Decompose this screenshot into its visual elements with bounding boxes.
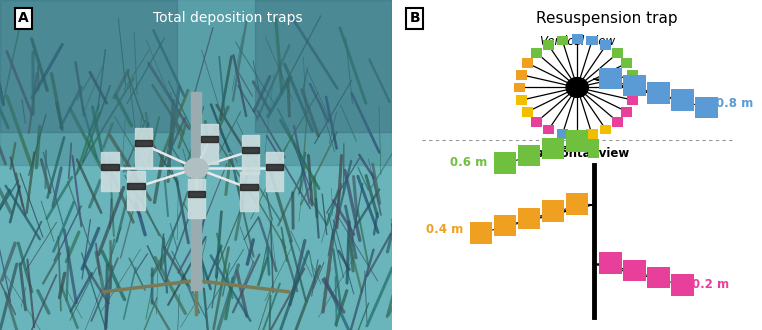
FancyBboxPatch shape	[600, 40, 611, 50]
FancyBboxPatch shape	[587, 36, 597, 46]
FancyBboxPatch shape	[600, 68, 622, 89]
Bar	[101, 164, 119, 170]
FancyBboxPatch shape	[543, 125, 554, 135]
FancyBboxPatch shape	[627, 70, 638, 80]
FancyBboxPatch shape	[648, 82, 670, 104]
FancyBboxPatch shape	[522, 107, 533, 117]
Bar	[240, 172, 258, 211]
FancyBboxPatch shape	[623, 260, 645, 281]
Text: Horizontal view: Horizontal view	[526, 147, 629, 160]
Bar	[0, 0, 392, 165]
FancyBboxPatch shape	[543, 40, 554, 50]
FancyBboxPatch shape	[557, 129, 568, 139]
FancyBboxPatch shape	[517, 70, 527, 80]
FancyBboxPatch shape	[542, 200, 565, 222]
FancyBboxPatch shape	[572, 131, 583, 141]
FancyBboxPatch shape	[629, 82, 640, 92]
FancyBboxPatch shape	[531, 117, 543, 127]
FancyBboxPatch shape	[671, 274, 693, 296]
Text: 0.2 m: 0.2 m	[692, 278, 728, 291]
Bar	[187, 179, 205, 218]
FancyBboxPatch shape	[518, 208, 540, 229]
Bar	[101, 152, 119, 191]
FancyBboxPatch shape	[623, 75, 645, 96]
Bar	[240, 184, 258, 190]
Bar	[135, 128, 152, 168]
Text: A: A	[18, 11, 29, 25]
Text: Vertical view: Vertical view	[539, 35, 615, 48]
Bar	[191, 92, 201, 290]
FancyBboxPatch shape	[696, 97, 718, 118]
Text: 0.4 m: 0.4 m	[425, 222, 463, 236]
Bar	[255, 0, 392, 132]
FancyBboxPatch shape	[600, 125, 611, 135]
Bar	[200, 124, 218, 164]
FancyBboxPatch shape	[588, 139, 600, 158]
Bar	[135, 140, 152, 146]
FancyBboxPatch shape	[542, 138, 565, 159]
Text: B: B	[409, 11, 420, 25]
Text: 0.6 m: 0.6 m	[450, 156, 487, 169]
FancyBboxPatch shape	[517, 95, 527, 105]
Bar	[242, 147, 259, 153]
Circle shape	[184, 158, 208, 178]
FancyBboxPatch shape	[494, 215, 516, 236]
FancyBboxPatch shape	[621, 107, 632, 117]
FancyBboxPatch shape	[621, 58, 632, 68]
FancyBboxPatch shape	[531, 48, 543, 58]
Text: Resuspension trap: Resuspension trap	[536, 11, 677, 26]
Bar	[0, 0, 177, 132]
Bar	[242, 135, 259, 174]
Bar	[266, 164, 283, 170]
Bar	[127, 171, 145, 211]
FancyBboxPatch shape	[470, 222, 492, 244]
Bar	[187, 191, 205, 197]
FancyBboxPatch shape	[671, 89, 693, 111]
FancyBboxPatch shape	[566, 193, 588, 214]
Bar	[266, 152, 283, 191]
Text: 0.8 m: 0.8 m	[716, 97, 753, 110]
Circle shape	[566, 78, 588, 97]
FancyBboxPatch shape	[518, 145, 540, 166]
FancyBboxPatch shape	[600, 252, 622, 274]
FancyBboxPatch shape	[648, 267, 670, 288]
FancyBboxPatch shape	[514, 82, 526, 92]
FancyBboxPatch shape	[557, 36, 568, 46]
FancyBboxPatch shape	[572, 34, 583, 44]
Bar	[200, 136, 218, 142]
FancyBboxPatch shape	[612, 48, 623, 58]
FancyBboxPatch shape	[522, 58, 533, 68]
FancyBboxPatch shape	[612, 117, 623, 127]
Text: Total deposition traps: Total deposition traps	[153, 11, 303, 25]
Bar	[127, 183, 145, 189]
FancyBboxPatch shape	[494, 152, 516, 174]
FancyBboxPatch shape	[587, 129, 597, 139]
FancyBboxPatch shape	[566, 130, 588, 152]
FancyBboxPatch shape	[627, 95, 638, 105]
